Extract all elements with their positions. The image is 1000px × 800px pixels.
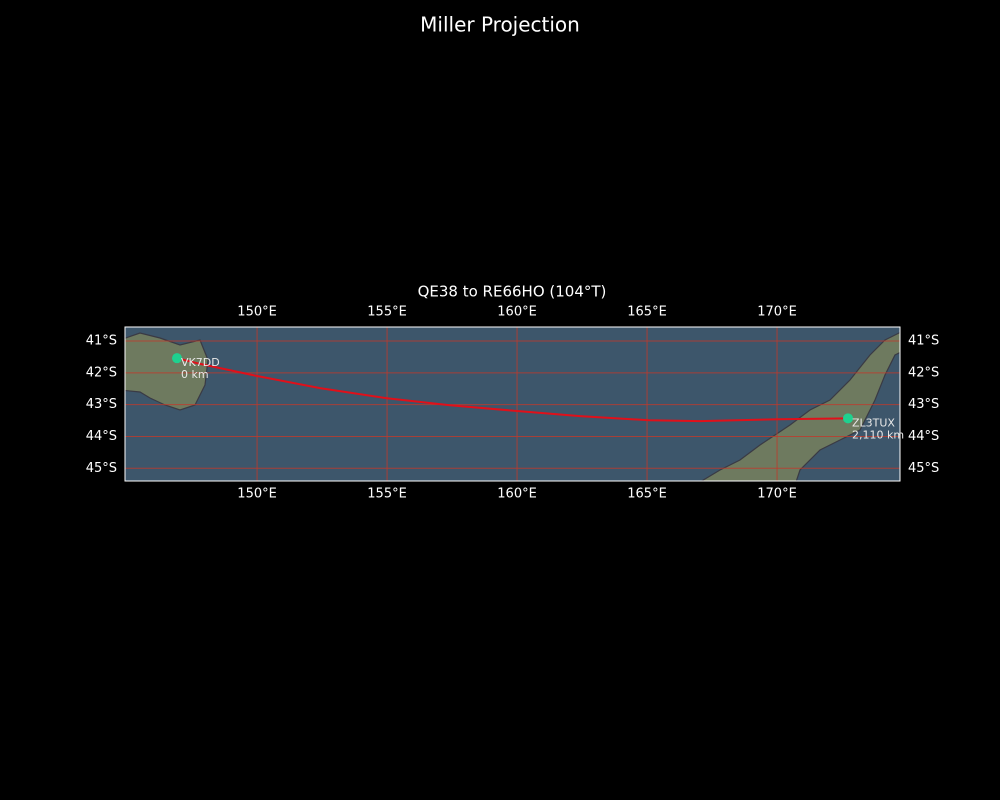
station-marker — [171, 353, 182, 364]
station-label: ZL3TUX — [852, 416, 895, 429]
chart-title: Miller Projection — [420, 13, 580, 37]
y-tick-label: 44°S — [86, 429, 117, 444]
map-background — [125, 327, 900, 481]
x-tick-label: 160°E — [497, 305, 537, 320]
land — [125, 332, 209, 411]
y-tick-label: 41°S — [86, 334, 117, 349]
map-frame — [124, 326, 901, 482]
x-tick-label: 155°E — [367, 305, 407, 320]
y-tick-label: 45°S — [86, 461, 117, 476]
y-tick-label: 42°S — [908, 365, 939, 380]
x-tick-label: 170°E — [757, 487, 797, 502]
x-tick-label: 155°E — [367, 487, 407, 502]
y-tick-label: 45°S — [908, 461, 939, 476]
x-tick-label: 165°E — [627, 487, 667, 502]
y-tick-label: 44°S — [908, 429, 939, 444]
y-tick-label: 43°S — [86, 397, 117, 412]
great-circle-path — [176, 357, 849, 423]
chart-subtitle: QE38 to RE66HO (104°T) — [418, 283, 607, 301]
station-marker — [843, 413, 854, 424]
distance-label: 2,110 km — [852, 428, 904, 441]
y-tick-label: 43°S — [908, 397, 939, 412]
distance-label: 0 km — [181, 368, 209, 381]
x-tick-label: 170°E — [757, 305, 797, 320]
station-label: VK7DD — [181, 356, 220, 369]
land — [700, 331, 900, 481]
x-tick-label: 150°E — [237, 487, 277, 502]
x-tick-label: 160°E — [497, 487, 537, 502]
x-tick-label: 150°E — [237, 305, 277, 320]
x-tick-label: 165°E — [627, 305, 667, 320]
y-tick-label: 42°S — [86, 365, 117, 380]
y-tick-label: 41°S — [908, 334, 939, 349]
